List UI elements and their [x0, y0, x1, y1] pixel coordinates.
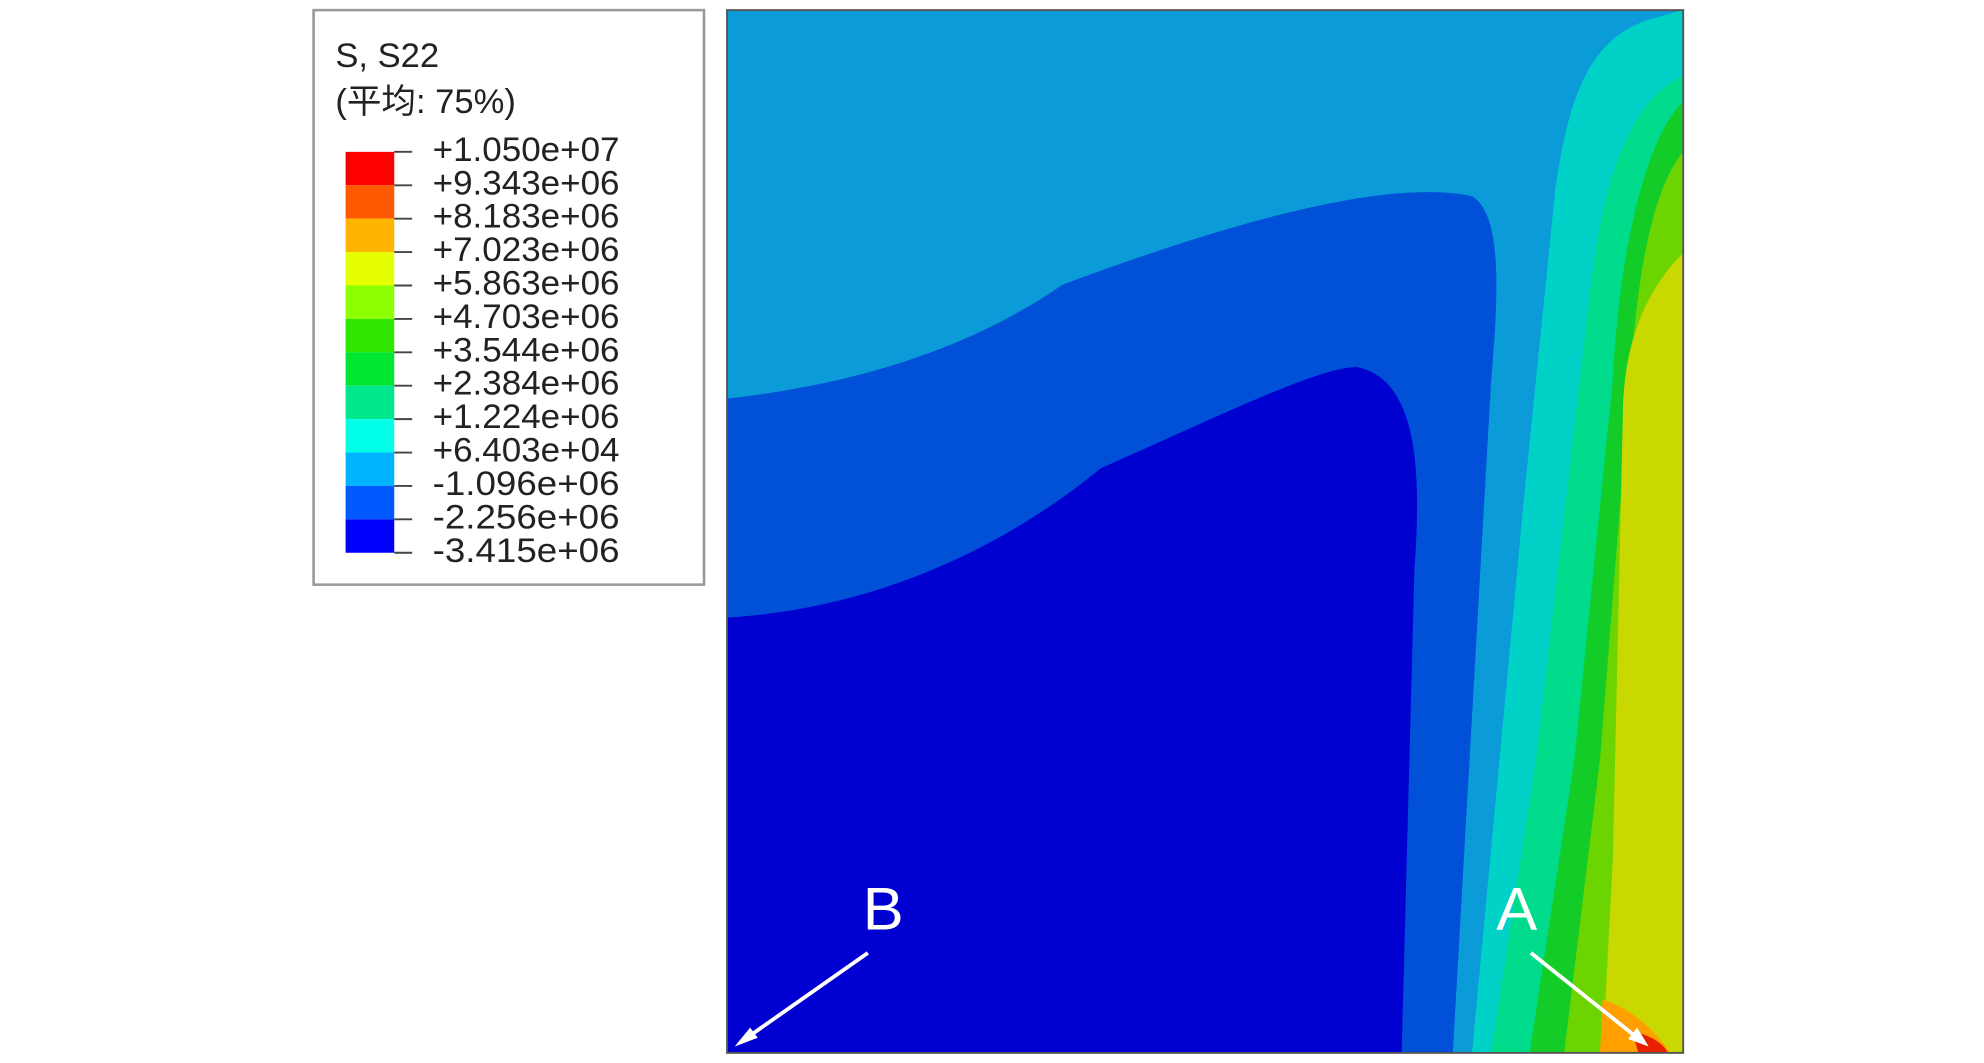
legend-swatch: [345, 218, 395, 253]
legend-swatch: [345, 318, 395, 353]
contour-plot: [726, 9, 1685, 1054]
arrowhead-b: [734, 1027, 758, 1047]
arrow-a: [1529, 951, 1645, 1045]
legend-label: +4.703e+06: [433, 298, 620, 336]
legend-label: -2.256e+06: [433, 499, 620, 537]
legend-scale: +1.050e+07+9.343e+06+8.183e+06+7.023e+06…: [345, 131, 620, 570]
legend-swatch: [345, 151, 395, 186]
arrowhead-a: [1628, 1027, 1649, 1047]
arrow-b: [738, 951, 869, 1045]
legend-subtitle: (平均: 75%): [335, 83, 515, 121]
legend-label: +2.384e+06: [433, 365, 620, 403]
legend-label: -1.096e+06: [433, 465, 620, 503]
legend-swatch: [345, 385, 395, 420]
legend-label: +8.183e+06: [433, 198, 620, 236]
legend-swatch: [345, 185, 395, 219]
legend-title: S, S22: [335, 37, 439, 75]
legend-swatch: [345, 485, 395, 520]
legend-label: +3.544e+06: [433, 332, 620, 370]
legend-swatch: [345, 252, 395, 286]
legend-label: +7.023e+06: [433, 231, 620, 269]
legend-swatch: [345, 352, 395, 386]
point-label: B: [863, 875, 904, 943]
legend-swatch: [345, 452, 395, 486]
legend-swatch: [345, 285, 395, 319]
legend-label: +1.050e+07: [433, 131, 620, 169]
point-label: A: [1496, 875, 1537, 943]
legend-label: +6.403e+04: [433, 432, 620, 470]
legend-label: -3.415e+06: [433, 532, 620, 570]
legend-label: +5.863e+06: [433, 265, 620, 303]
legend-label: +1.224e+06: [433, 398, 620, 436]
legend-swatch: [345, 519, 395, 553]
region-dark-blue: [727, 366, 1418, 1053]
plot-border: [726, 9, 1685, 1054]
region-yellow: [1602, 253, 1684, 1053]
legend-swatch: [345, 419, 395, 453]
legend-label: +9.343e+06: [433, 164, 620, 202]
